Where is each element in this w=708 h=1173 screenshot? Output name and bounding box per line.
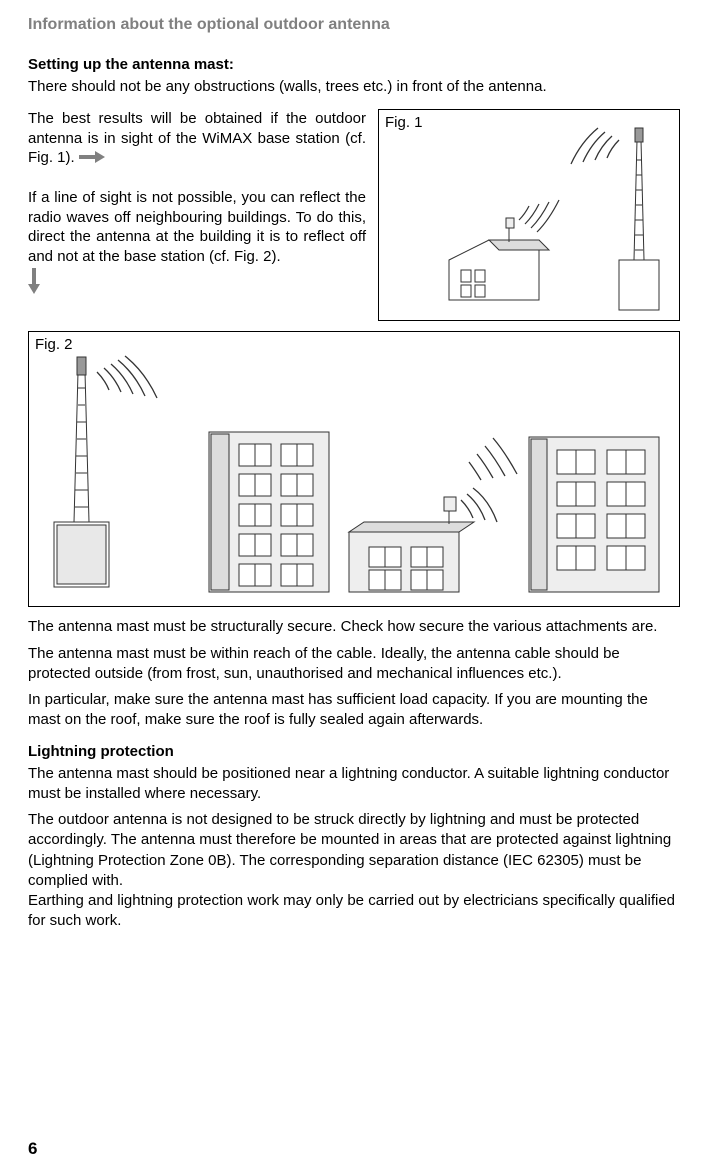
two-column-figure1: The best results will be obtained if the…: [28, 109, 680, 321]
arrow-right-icon: [79, 149, 105, 169]
arrow-down-icon: [28, 268, 366, 299]
para-best-results: The best results will be obtained if the…: [28, 109, 366, 168]
para-cable: The antenna mast must be within reach of…: [28, 644, 680, 685]
fig1-label: Fig. 1: [385, 114, 423, 131]
subheading-lightning: Lightning protection: [28, 743, 680, 760]
figure-2: Fig. 2: [28, 331, 680, 607]
para-line-of-sight: If a line of sight is not possible, you …: [28, 188, 366, 266]
para-load: In particular, make sure the antenna mas…: [28, 690, 680, 731]
subheading-setup: Setting up the antenna mast:: [28, 56, 680, 73]
para-lp1: The antenna mast should be positioned ne…: [28, 764, 680, 805]
intro-text: There should not be any obstructions (wa…: [28, 77, 680, 97]
section-header: Information about the optional outdoor a…: [28, 16, 680, 34]
figure-1: Fig. 1: [378, 109, 680, 321]
para-structural: The antenna mast must be structurally se…: [28, 617, 680, 637]
left-text-col: The best results will be obtained if the…: [28, 109, 366, 299]
page-number: 6: [28, 1139, 37, 1159]
para-lp2: The outdoor antenna is not designed to b…: [28, 810, 680, 932]
fig2-label: Fig. 2: [35, 336, 73, 353]
